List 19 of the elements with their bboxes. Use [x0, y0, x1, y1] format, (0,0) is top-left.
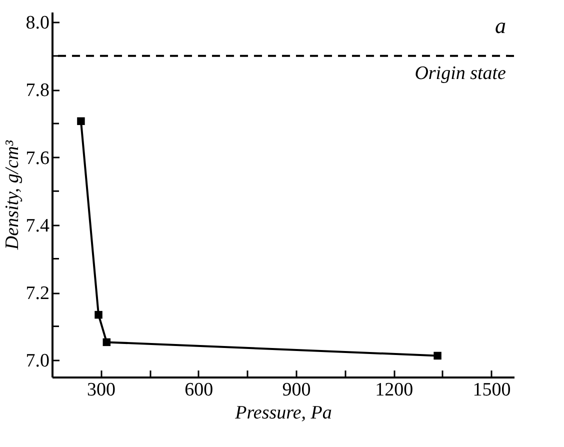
y-tick-label: 7.6 [26, 148, 50, 169]
point [102, 338, 111, 346]
y-axis-title: Density, g/cm³ [2, 140, 23, 251]
x-tick-label: 1500 [472, 380, 511, 400]
x-tick-label: 1200 [375, 380, 414, 400]
x-tick-label: 900 [282, 380, 311, 400]
y-tick-label: 7.2 [26, 283, 50, 304]
y-tick-label: 7.0 [26, 350, 50, 372]
y-tick-label: 7.8 [26, 80, 50, 102]
point [77, 117, 85, 126]
point [94, 310, 102, 319]
x-axis-title: Pressure, Pa [234, 402, 332, 424]
y-tick-label: 7.4 [26, 215, 50, 236]
point [434, 352, 442, 360]
ref-line-label: Origin state [414, 62, 506, 84]
x-tick-label: 600 [184, 380, 214, 400]
y-tick-label: 8.0 [26, 12, 50, 34]
annotation: a [495, 13, 506, 38]
x-tick-label: 300 [87, 380, 116, 400]
